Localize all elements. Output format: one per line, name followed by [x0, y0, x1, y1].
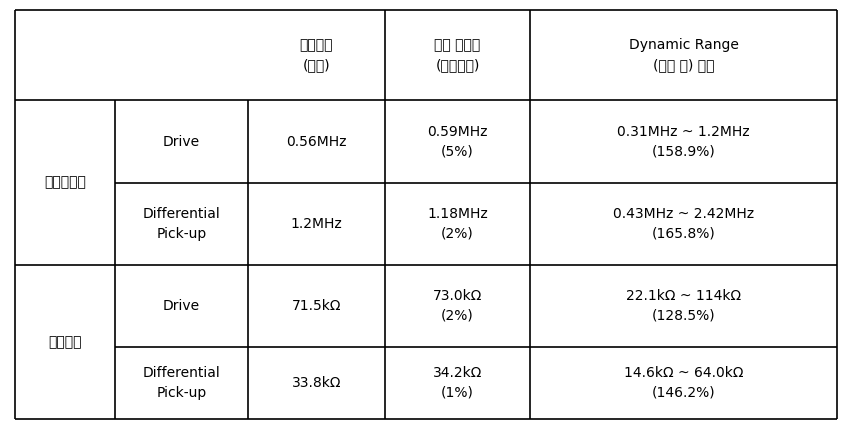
Text: 공진주파수: 공진주파수: [44, 175, 86, 190]
Text: 0.43MHz ~ 2.42MHz
(165.8%): 0.43MHz ~ 2.42MHz (165.8%): [613, 207, 754, 241]
Text: 22.1kΩ ~ 114kΩ
(128.5%): 22.1kΩ ~ 114kΩ (128.5%): [626, 289, 741, 323]
Text: 외산센서
(기준): 외산센서 (기준): [300, 38, 333, 72]
Text: 0.56MHz: 0.56MHz: [286, 135, 347, 148]
Text: 34.2kΩ
(1%): 34.2kΩ (1%): [433, 366, 482, 400]
Text: Dynamic Range
(가변 폭) 보유: Dynamic Range (가변 폭) 보유: [629, 38, 739, 72]
Text: Drive: Drive: [163, 299, 200, 313]
Text: 33.8kΩ: 33.8kΩ: [291, 376, 342, 390]
Text: Differential
Pick-up: Differential Pick-up: [142, 366, 221, 400]
Text: 0.31MHz ~ 1.2MHz
(158.9%): 0.31MHz ~ 1.2MHz (158.9%): [617, 125, 750, 158]
Text: Differential
Pick-up: Differential Pick-up: [142, 207, 221, 241]
Text: 0.59MHz
(5%): 0.59MHz (5%): [427, 125, 487, 158]
Text: Drive: Drive: [163, 135, 200, 148]
Text: 71.5kΩ: 71.5kΩ: [291, 299, 342, 313]
Text: 14.6kΩ ~ 64.0kΩ
(146.2%): 14.6kΩ ~ 64.0kΩ (146.2%): [624, 366, 743, 400]
Text: 자사 호환용
(개발센서): 자사 호환용 (개발센서): [435, 38, 481, 72]
Text: 1.2MHz: 1.2MHz: [291, 217, 343, 231]
Text: 1.18MHz
(2%): 1.18MHz (2%): [427, 207, 488, 241]
Text: 임피던스: 임피던스: [49, 335, 82, 349]
Text: 73.0kΩ
(2%): 73.0kΩ (2%): [433, 289, 482, 323]
